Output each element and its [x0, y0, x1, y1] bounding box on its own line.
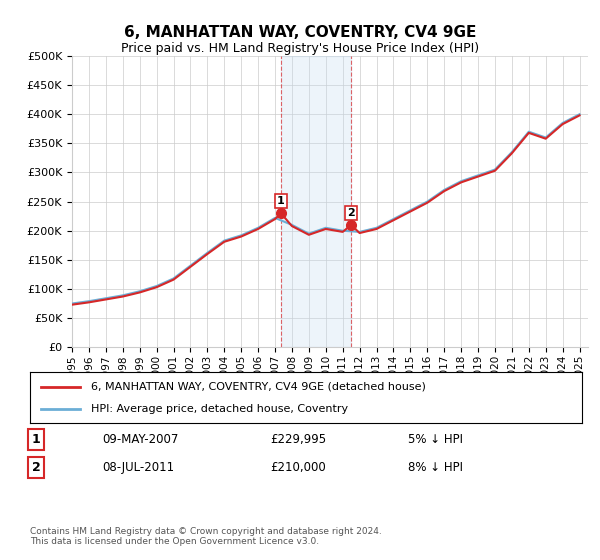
Text: 6, MANHATTAN WAY, COVENTRY, CV4 9GE (detached house): 6, MANHATTAN WAY, COVENTRY, CV4 9GE (det… — [91, 381, 425, 391]
Text: 2: 2 — [347, 208, 355, 218]
Bar — [281, 56, 351, 347]
Text: Price paid vs. HM Land Registry's House Price Index (HPI): Price paid vs. HM Land Registry's House … — [121, 42, 479, 55]
Text: 08-JUL-2011: 08-JUL-2011 — [102, 461, 174, 474]
Text: HPI: Average price, detached house, Coventry: HPI: Average price, detached house, Cove… — [91, 404, 348, 414]
Text: 8% ↓ HPI: 8% ↓ HPI — [408, 461, 463, 474]
Text: 09-MAY-2007: 09-MAY-2007 — [102, 433, 178, 446]
Text: 1: 1 — [32, 433, 40, 446]
Text: 1: 1 — [277, 196, 285, 206]
Text: 6, MANHATTAN WAY, COVENTRY, CV4 9GE: 6, MANHATTAN WAY, COVENTRY, CV4 9GE — [124, 25, 476, 40]
Text: 5% ↓ HPI: 5% ↓ HPI — [408, 433, 463, 446]
Text: Contains HM Land Registry data © Crown copyright and database right 2024.
This d: Contains HM Land Registry data © Crown c… — [30, 526, 382, 546]
Text: £210,000: £210,000 — [270, 461, 326, 474]
Text: £229,995: £229,995 — [270, 433, 326, 446]
Text: 2: 2 — [32, 461, 40, 474]
